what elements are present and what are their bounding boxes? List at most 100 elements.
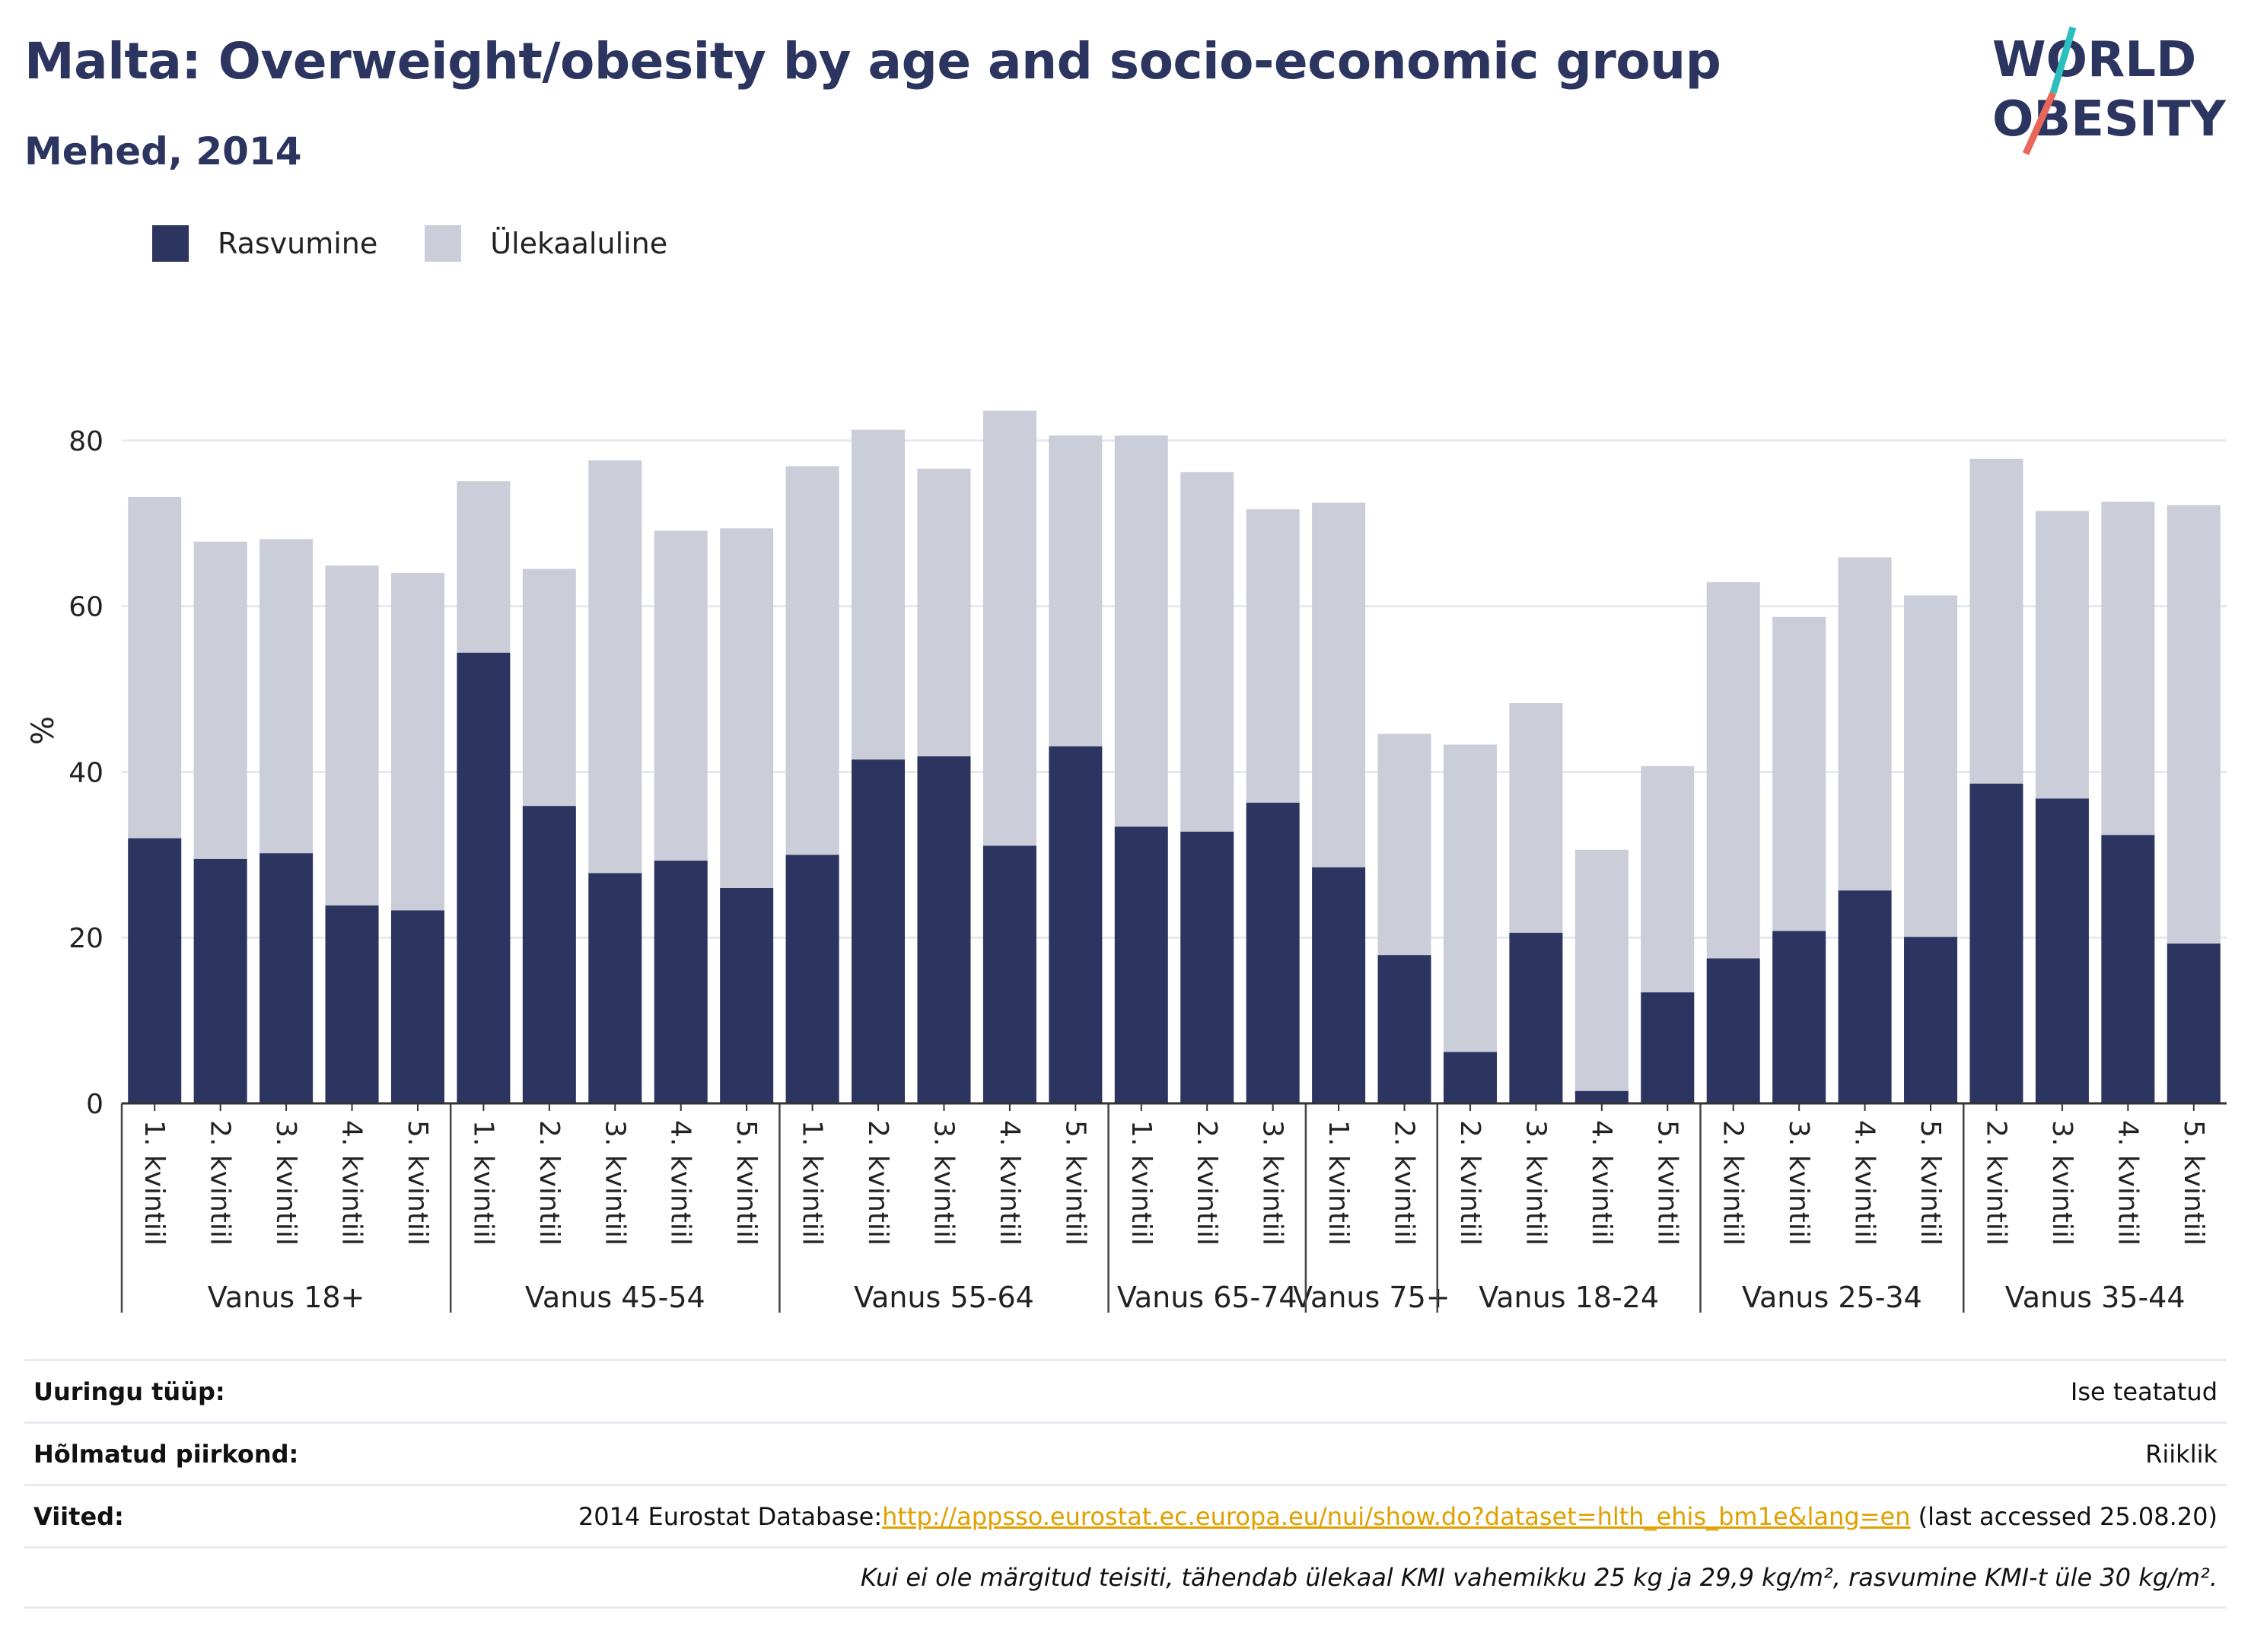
x-tick-label: 4. kvintiil — [336, 1120, 368, 1246]
bar-overweight — [390, 573, 444, 911]
x-tick-label: 2. kvintiil — [862, 1120, 893, 1246]
y-tick-label: 60 — [68, 592, 103, 623]
references-prefix: 2014 Eurostat Database: — [578, 1501, 883, 1531]
bar-obesity — [1312, 867, 1366, 1103]
x-tick-label: 5. kvintiil — [2178, 1120, 2209, 1246]
legend-item-obesity[interactable]: Rasvumine — [152, 225, 377, 262]
bar-overweight — [522, 568, 576, 807]
x-tick-label: 3. kvintiil — [928, 1120, 959, 1246]
bar-obesity — [1049, 746, 1103, 1103]
bar-obesity — [390, 910, 444, 1103]
world-obesity-logo: WORLD OBESITY — [1992, 26, 2226, 155]
bar-overweight — [720, 528, 774, 888]
bar-overweight — [325, 565, 379, 906]
bar-obesity — [193, 858, 247, 1103]
bar-overweight — [1049, 435, 1103, 746]
x-tick-label: 2. kvintiil — [1389, 1120, 1420, 1246]
survey-type-label: Uuringu tüüp: — [33, 1377, 225, 1406]
x-tick-label: 3. kvintiil — [270, 1120, 301, 1246]
legend-label-obesity: Rasvumine — [218, 227, 378, 260]
bar-obesity — [1772, 931, 1826, 1103]
references-link[interactable]: http://appsso.eurostat.ec.europa.eu/nui/… — [882, 1501, 1911, 1531]
bar-obesity — [852, 759, 906, 1103]
x-group-label: Vanus 55-64 — [854, 1281, 1034, 1314]
chart-legend: Rasvumine Ülekaaluline — [152, 225, 715, 262]
info-row-survey-type: Uuringu tüüp: Ise teatatud — [24, 1359, 2227, 1421]
bar-overweight — [193, 541, 247, 859]
legend-item-overweight[interactable]: Ülekaaluline — [425, 225, 667, 262]
bar-obesity — [654, 860, 708, 1103]
bar-overweight — [785, 466, 839, 855]
bar-overweight — [2167, 505, 2221, 944]
bar-overweight — [1706, 582, 1760, 959]
bar-obesity — [982, 845, 1036, 1103]
bar-obesity — [1377, 955, 1431, 1103]
survey-type-value: Ise teatatud — [2070, 1377, 2218, 1406]
x-tick-label: 1. kvintiil — [467, 1120, 498, 1246]
x-tick-label: 2. kvintiil — [1454, 1120, 1485, 1246]
bar-obesity — [259, 853, 314, 1103]
bar-obesity — [1180, 831, 1234, 1103]
page-title: Malta: Overweight/obesity by age and soc… — [24, 32, 1721, 91]
bar-overweight — [2101, 501, 2155, 836]
bar-overweight — [128, 496, 182, 839]
bar-overweight — [1443, 744, 1497, 1052]
references-value: 2014 Eurostat Database:http://appsso.eur… — [578, 1502, 2218, 1531]
bar-overweight — [1904, 595, 1958, 937]
bar-overweight — [588, 460, 642, 874]
bar-overweight — [917, 468, 971, 756]
bar-obesity — [457, 652, 511, 1103]
references-label: Viited: — [33, 1501, 124, 1531]
logo-line1: WORLD — [1992, 32, 2196, 88]
bar-overweight — [1969, 458, 2023, 784]
legend-swatch-overweight — [425, 225, 462, 262]
bar-overweight — [1377, 734, 1431, 956]
x-tick-label: 5. kvintiil — [731, 1120, 762, 1246]
stacked-bar-chart: 0 20 40 60 80% 1. kvintiil 2. kvintiil 3. kvint… — [26, 410, 2227, 1314]
x-tick-label: 1. kvintiil — [138, 1120, 170, 1246]
bar-obesity — [2035, 798, 2089, 1103]
page-subtitle: Mehed, 2014 — [24, 129, 302, 173]
bar-obesity — [1706, 958, 1760, 1103]
references-suffix: (last accessed 25.08.20) — [1910, 1501, 2218, 1531]
bar-obesity — [1246, 802, 1300, 1103]
bar-overweight — [852, 429, 906, 760]
bar-obesity — [917, 756, 971, 1103]
x-group-label: Vanus 75+ — [1293, 1281, 1450, 1314]
x-tick-label: 1. kvintiil — [1126, 1120, 1157, 1246]
x-tick-label: 3. kvintiil — [1257, 1120, 1288, 1246]
bar-overweight — [1180, 472, 1234, 832]
bar-obesity — [325, 905, 379, 1103]
bar-overweight — [1838, 557, 1892, 891]
bar-overweight — [982, 410, 1036, 846]
x-tick-label: 5. kvintiil — [1059, 1120, 1090, 1246]
x-tick-label: 3. kvintiil — [1783, 1120, 1814, 1246]
x-tick-label: 4. kvintiil — [1849, 1120, 1880, 1246]
x-tick-label: 5. kvintiil — [402, 1120, 433, 1246]
bar-obesity — [1641, 992, 1695, 1103]
x-group-label: Vanus 45-54 — [525, 1281, 705, 1314]
info-row-region: Hõlmatud piirkond: Riiklik — [24, 1421, 2227, 1484]
x-tick-label: 2. kvintiil — [1980, 1120, 2011, 1246]
y-tick-label: 40 — [68, 757, 103, 788]
bar-obesity — [522, 806, 576, 1103]
x-tick-label: 4. kvintiil — [665, 1120, 696, 1246]
bar-overweight — [1114, 435, 1168, 827]
legend-swatch-obesity — [152, 225, 189, 262]
bar-overweight — [2035, 511, 2089, 799]
x-tick-label: 4. kvintiil — [2112, 1120, 2143, 1246]
x-tick-label: 2. kvintiil — [205, 1120, 236, 1246]
x-tick-label: 5. kvintiil — [1915, 1120, 1946, 1246]
bar-overweight — [1641, 766, 1695, 993]
bar-obesity — [1114, 826, 1168, 1103]
y-tick-label: 80 — [68, 426, 103, 457]
bar-overweight — [259, 539, 314, 854]
x-tick-label: 5. kvintiil — [1651, 1120, 1683, 1246]
bar-obesity — [2167, 943, 2221, 1103]
bar-obesity — [720, 887, 774, 1103]
region-label: Hõlmatud piirkond: — [33, 1439, 299, 1469]
y-axis-label: % — [26, 716, 61, 745]
x-tick-label: 4. kvintiil — [1586, 1120, 1617, 1246]
legend-label-overweight: Ülekaaluline — [490, 227, 668, 260]
y-tick-label: 20 — [68, 923, 103, 954]
